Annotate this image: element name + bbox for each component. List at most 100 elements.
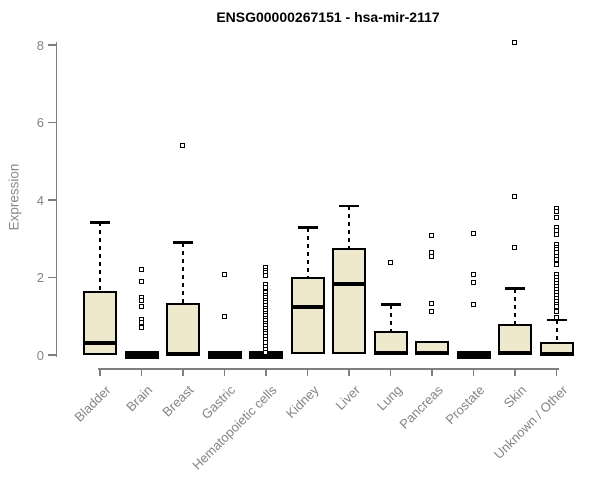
x-tick-label: Pancreas — [396, 382, 446, 432]
x-tick-label: Kidney — [282, 382, 322, 422]
outlier-point — [138, 278, 144, 284]
x-tick — [306, 368, 309, 376]
x-tick-label: Bladder — [71, 382, 114, 425]
outlier-point — [553, 231, 559, 237]
x-tick-label: Liver — [332, 382, 363, 413]
outlier-point — [429, 300, 434, 306]
outlier-point — [470, 230, 476, 236]
flat-box — [456, 351, 491, 359]
whisker-line — [348, 206, 350, 248]
outlier-point — [138, 266, 144, 272]
y-tick — [48, 199, 56, 201]
y-tick-label: 0 — [36, 347, 44, 363]
outlier-point — [429, 233, 434, 239]
y-axis-label: Expression — [6, 163, 22, 231]
x-tick — [223, 368, 226, 376]
median-line — [498, 351, 532, 356]
y-tick-label: 2 — [36, 270, 44, 285]
x-tick — [514, 368, 516, 376]
y-tick — [48, 121, 56, 124]
whisker-cap — [173, 241, 193, 244]
x-tick-label: Unknown / Other — [490, 382, 571, 462]
outlier-point — [470, 271, 476, 277]
x-tick — [140, 368, 143, 376]
outlier-point — [470, 301, 476, 307]
median-line — [373, 350, 408, 355]
x-tick-label: Hematopoietic cells — [189, 382, 280, 473]
y-tick-label: 8 — [36, 37, 44, 53]
outlier-point — [263, 284, 268, 290]
y-tick — [48, 354, 56, 356]
y-tick — [48, 44, 56, 46]
whisker-line — [182, 242, 184, 303]
whisker-cap — [90, 221, 110, 224]
x-tick — [555, 368, 558, 376]
x-tick — [182, 368, 184, 376]
x-tick — [265, 368, 267, 376]
outlier-point — [180, 143, 185, 149]
outlier-point — [553, 314, 559, 320]
outlier-point — [138, 303, 144, 309]
x-tick — [348, 368, 350, 376]
x-tick — [389, 368, 392, 376]
median-line — [83, 340, 117, 345]
median-line — [539, 352, 574, 357]
outlier-point — [512, 40, 517, 46]
y-axis-line — [55, 42, 57, 357]
y-tick-label: 6 — [36, 115, 44, 130]
chart-title: ENSG00000267151 - hsa-mir-2117 — [216, 9, 440, 25]
whisker-line — [555, 320, 558, 342]
x-axis-line — [98, 368, 559, 370]
outlier-point — [553, 303, 559, 309]
whisker-cap — [339, 204, 359, 208]
box-rect — [166, 302, 200, 355]
x-tick-label: Gastric — [198, 382, 239, 423]
box-rect — [332, 247, 366, 355]
flat-box — [207, 351, 242, 359]
x-tick-label: Brain — [123, 382, 156, 415]
whisker-line — [306, 227, 309, 277]
outlier-point — [263, 272, 268, 278]
outlier-point — [553, 215, 559, 221]
outlier-point — [429, 253, 434, 259]
flat-box — [124, 351, 159, 359]
box-rect — [290, 276, 325, 355]
whisker-cap — [546, 318, 567, 322]
outlier-point — [429, 308, 434, 314]
x-tick-label: Lung — [373, 382, 405, 414]
box-rect — [83, 290, 117, 355]
outlier-point — [512, 193, 517, 199]
x-tick-label: Prostate — [442, 382, 488, 428]
box-rect — [498, 324, 532, 355]
outlier-point — [387, 259, 393, 265]
whisker-line — [389, 304, 392, 331]
outlier-point — [221, 314, 227, 320]
x-tick — [472, 368, 475, 376]
outlier-point — [553, 209, 559, 215]
median-line — [332, 281, 366, 286]
y-tick-label: 4 — [36, 192, 44, 208]
outlier-point — [553, 256, 559, 262]
x-tick — [99, 368, 101, 376]
whisker-cap — [380, 303, 401, 306]
median-line — [166, 351, 200, 356]
x-tick — [431, 368, 433, 376]
outlier-point — [470, 279, 476, 285]
whisker-line — [514, 288, 516, 324]
x-tick-label: Breast — [159, 382, 197, 420]
x-tick-label: Skin — [500, 382, 529, 411]
outlier-point — [553, 261, 559, 267]
outlier-point — [138, 297, 144, 303]
whisker-cap — [505, 287, 525, 290]
outlier-point — [553, 308, 559, 314]
y-tick — [48, 276, 56, 279]
outlier-point — [221, 271, 227, 277]
whisker-line — [99, 222, 101, 291]
median-line — [290, 304, 325, 309]
median-line — [415, 351, 449, 356]
outlier-point — [138, 324, 144, 330]
outlier-point — [138, 319, 144, 325]
outlier-point — [263, 350, 268, 356]
outlier-point — [512, 244, 517, 250]
